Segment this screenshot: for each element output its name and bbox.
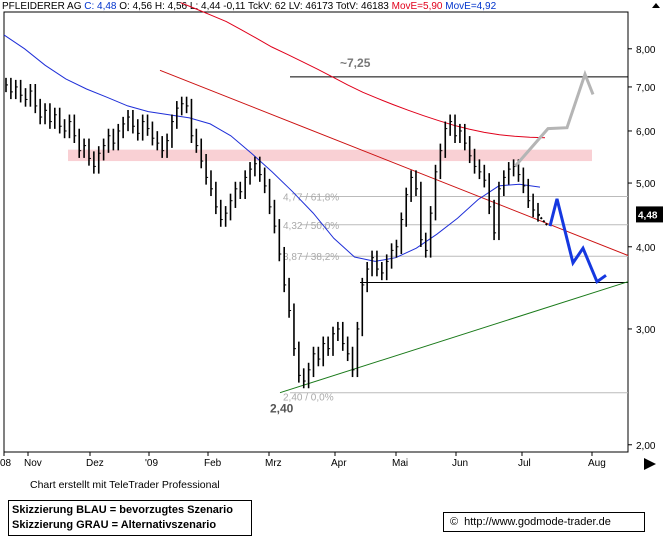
y-tick-label: 6,00 xyxy=(636,127,656,138)
chart-credit: Chart erstellt mit TeleTrader Profession… xyxy=(30,479,220,491)
y-tick-label: 8,00 xyxy=(636,45,656,56)
close-value: C: 4,48 xyxy=(84,1,117,12)
x-tick-label: Apr xyxy=(331,458,347,469)
legend-gray-scenario: Skizzierung GRAU = Alternativszenario xyxy=(12,519,217,531)
last-price-marker xyxy=(636,206,663,223)
total-volume: TotV: 46183 xyxy=(335,1,389,12)
high-value: H: 4,56 xyxy=(154,1,188,12)
y-tick-label: 7,00 xyxy=(636,83,656,94)
plot-frame xyxy=(3,11,629,453)
y-tick-label: 4,00 xyxy=(636,243,656,254)
tick-volume: TckV: 62 xyxy=(247,1,286,12)
ema-blue-value: MovE=4,92 xyxy=(445,1,497,12)
last-volume: LV: 46173 xyxy=(288,1,334,12)
scroll-up-icon[interactable] xyxy=(652,3,660,8)
chart-header: PFLEIDERER AG C: 4,48 O: 4,56 H: 4,56 L:… xyxy=(2,1,496,12)
x-tick-label: Nov xyxy=(24,458,42,469)
scroll-right-icon[interactable] xyxy=(644,458,656,470)
level-label: 4,77 / 61,8% xyxy=(283,192,339,203)
y-tick-label: 2,00 xyxy=(636,441,656,452)
level-label: ~7,25 xyxy=(340,56,371,70)
x-tick-label: Jul xyxy=(518,458,531,469)
projection-dotted xyxy=(537,213,549,227)
red-downtrend-line xyxy=(159,69,629,256)
scenario-legend: Skizzierung BLAU = bevorzugtes Szenario … xyxy=(8,500,252,536)
green-uptrend-line xyxy=(279,281,629,394)
legend-blue-scenario: Skizzierung BLAU = bevorzugtes Szenario xyxy=(12,504,233,516)
source-link[interactable]: © http://www.godmode-trader.de xyxy=(443,512,645,532)
x-tick-label: 08 xyxy=(0,458,12,469)
low-value: L: 4,44 xyxy=(189,1,221,12)
level-label: 2,40 / 0,0% xyxy=(283,393,334,404)
level-label: 2,40 xyxy=(270,402,294,416)
x-tick-label: Feb xyxy=(204,458,222,469)
instrument-name: PFLEIDERER AG xyxy=(2,1,82,12)
moving-average-blue xyxy=(3,34,541,262)
last-price-label: 4,48 xyxy=(638,210,658,221)
copyright-icon: © xyxy=(450,516,459,528)
x-tick-label: Jun xyxy=(452,458,468,469)
source-url: http://www.godmode-trader.de xyxy=(464,516,611,528)
moving-average-red xyxy=(180,2,546,139)
x-tick-label: Mrz xyxy=(265,458,282,469)
level-label: 3,87 / 38,2% xyxy=(283,252,339,263)
x-tick-label: Mai xyxy=(392,458,408,469)
open-value: O: 4,56 xyxy=(119,1,153,12)
x-tick-label: Aug xyxy=(588,458,606,469)
x-tick-label: Dez xyxy=(86,458,104,469)
projection-gray xyxy=(513,69,595,168)
y-tick-label: 5,00 xyxy=(636,179,656,190)
y-tick-label: 3,00 xyxy=(636,325,656,336)
projection-blue xyxy=(548,198,607,285)
change-value: -0,11 xyxy=(223,1,246,12)
ema-red-value: MovE=5,90 xyxy=(391,1,443,12)
price-chart: ~7,25 4,77 / 61,8% 4,32 / 50,0% 3,87 / 38,2… xyxy=(0,2,663,470)
level-label: 4,32 / 50,0% xyxy=(283,221,339,232)
resistance-zone xyxy=(68,149,592,162)
x-tick-label: '09 xyxy=(145,458,158,469)
